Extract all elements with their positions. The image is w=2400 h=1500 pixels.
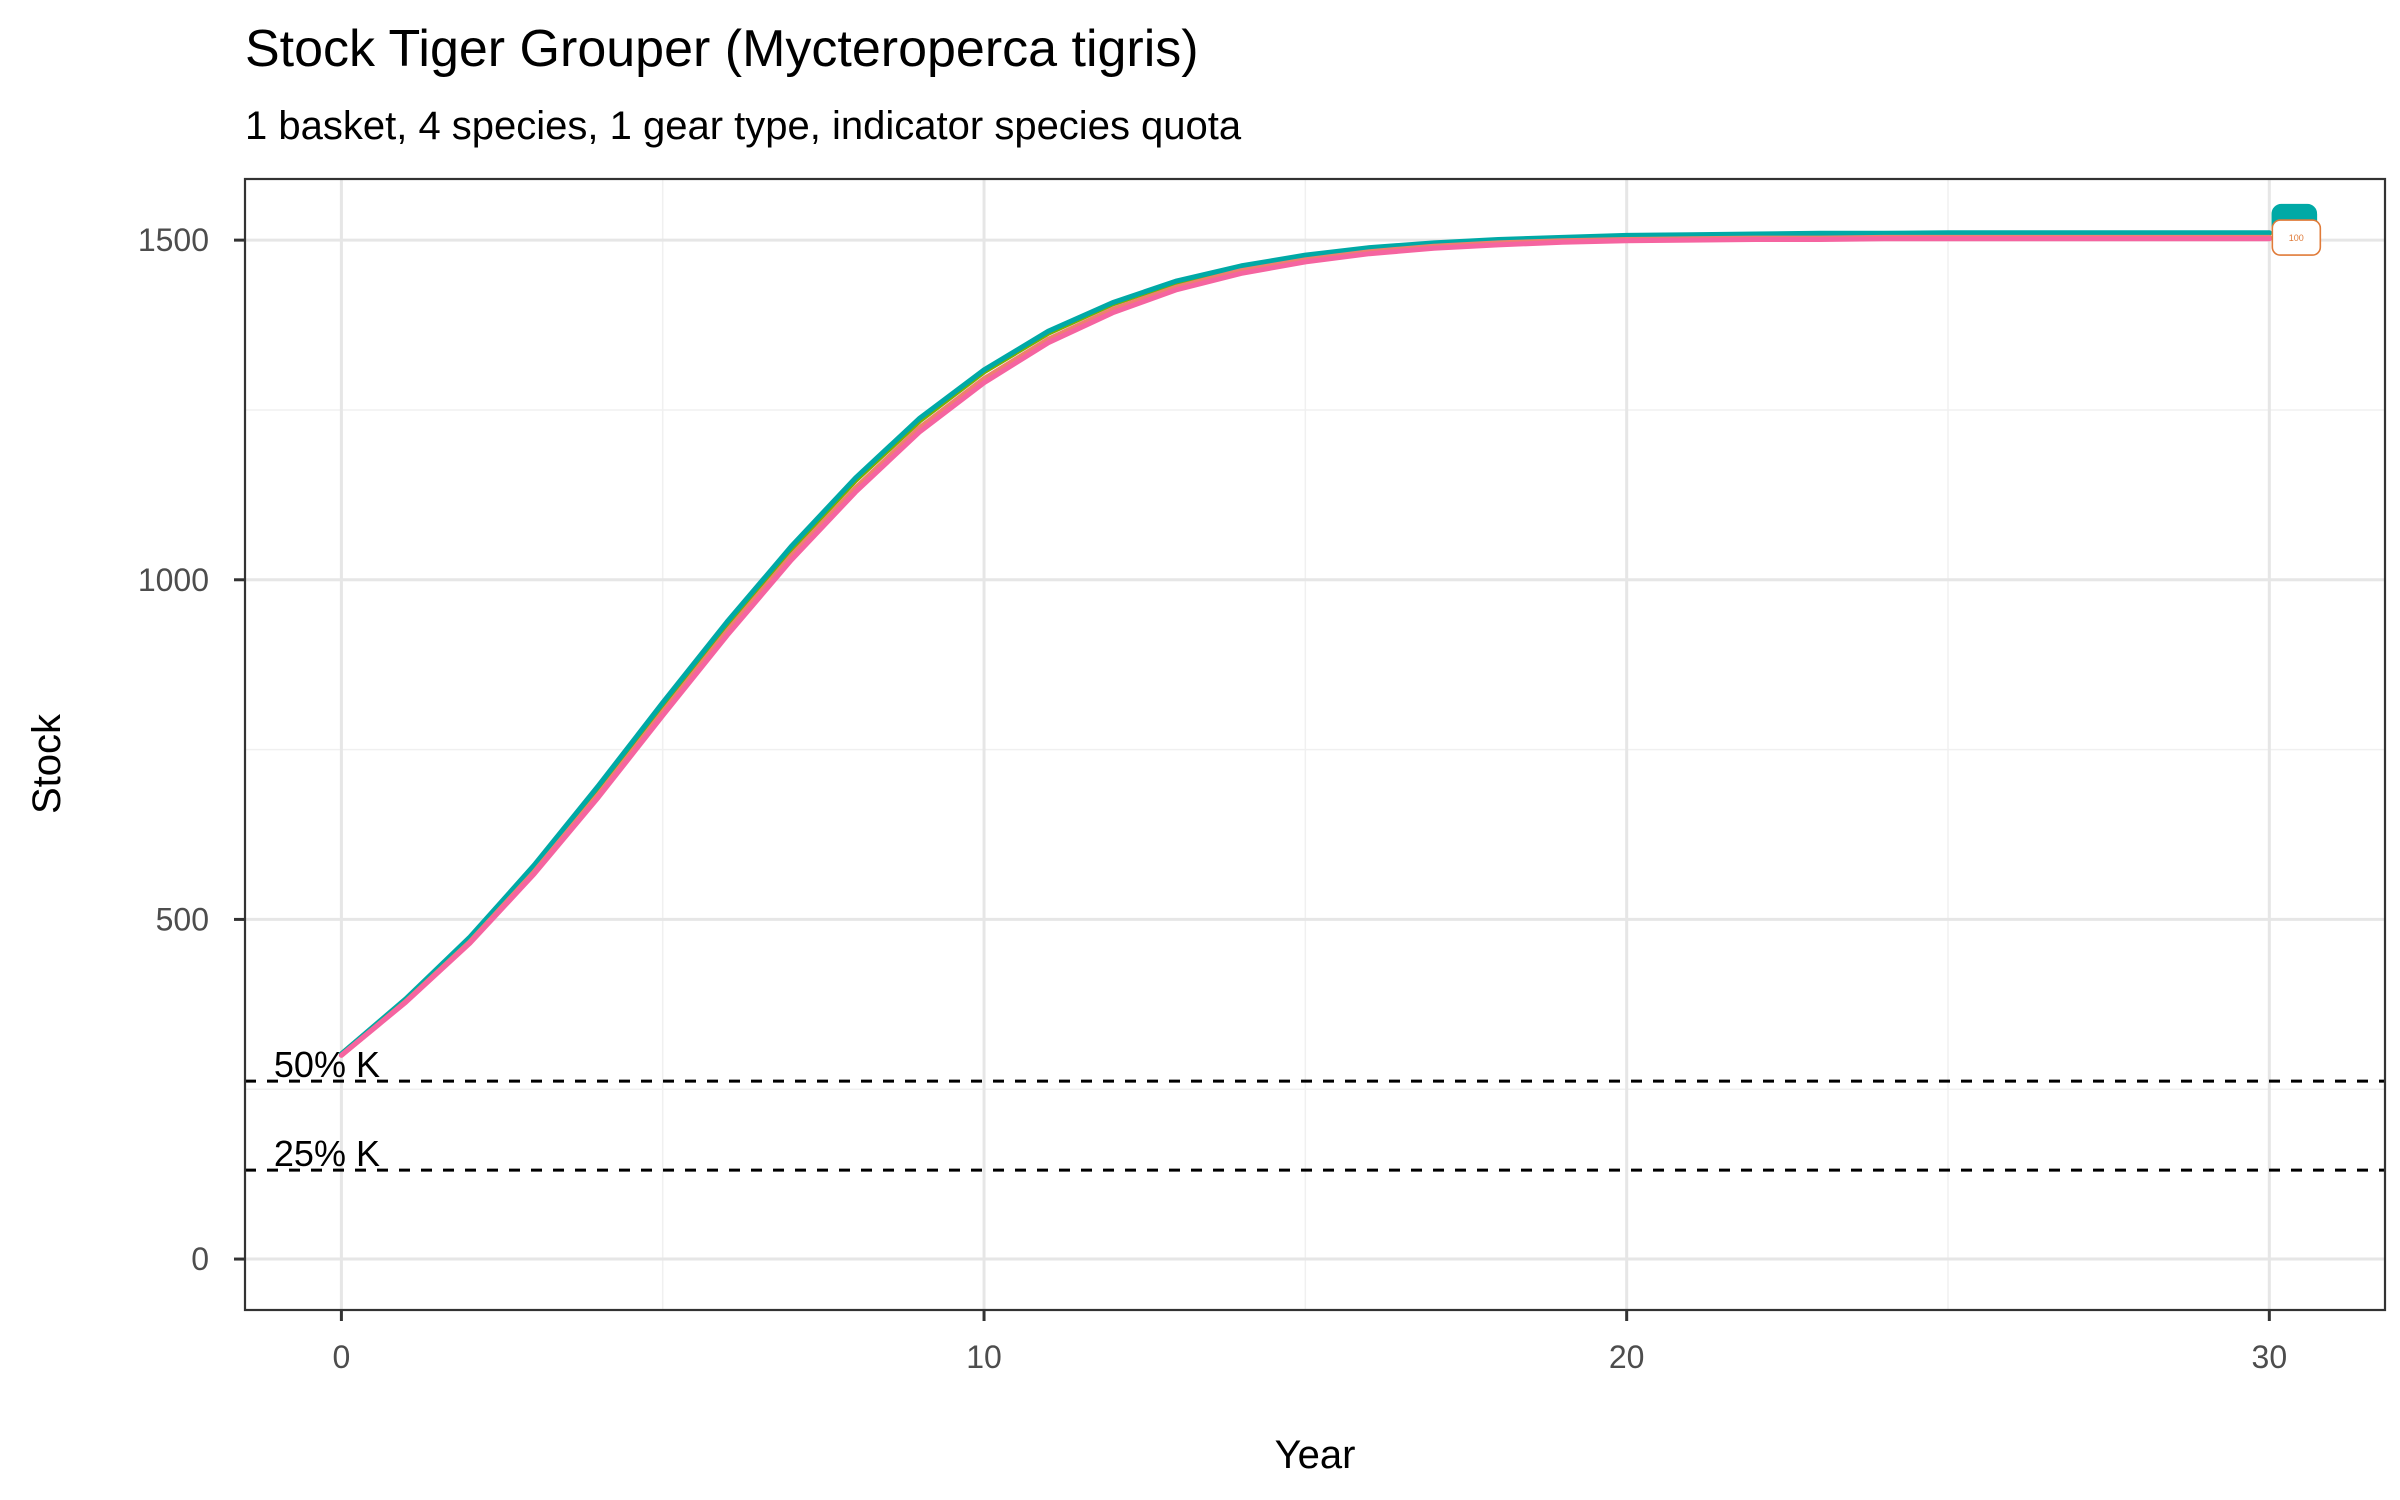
x-tick-label: 20 <box>1609 1339 1645 1375</box>
end-label-text: 100 <box>2289 233 2304 243</box>
y-tick-label: 1000 <box>138 562 209 598</box>
axes: 0 500 1000 1500 0 10 20 30 <box>138 222 2287 1375</box>
reference-line-label: 50% K <box>274 1044 380 1085</box>
chart-title: Stock Tiger Grouper (Mycteroperca tigris… <box>245 20 1199 78</box>
end-label-box <box>2271 219 2322 256</box>
y-axis-title: Stock <box>25 713 69 814</box>
series-line <box>338 236 2272 1058</box>
reference-line-label: 25% K <box>274 1133 380 1174</box>
series-line <box>338 230 2272 1057</box>
x-axis-title: Year <box>1275 1433 1356 1477</box>
chart-subtitle: 1 basket, 4 species, 1 gear type, indica… <box>245 104 1242 148</box>
plot-panel-border <box>243 177 2387 1312</box>
y-tick-label: 500 <box>156 901 209 937</box>
reference-lines: 50% K 25% K <box>245 1044 2385 1174</box>
end-labels: 100 <box>2271 203 2322 256</box>
x-tick-label: 10 <box>966 1339 1002 1375</box>
x-tick-label: 30 <box>2252 1339 2288 1375</box>
y-tick-label: 0 <box>191 1241 209 1277</box>
x-tick-label: 0 <box>332 1339 350 1375</box>
series-lines <box>338 230 2272 1058</box>
grid-lines <box>245 179 2385 1310</box>
y-tick-label: 1500 <box>138 222 209 258</box>
